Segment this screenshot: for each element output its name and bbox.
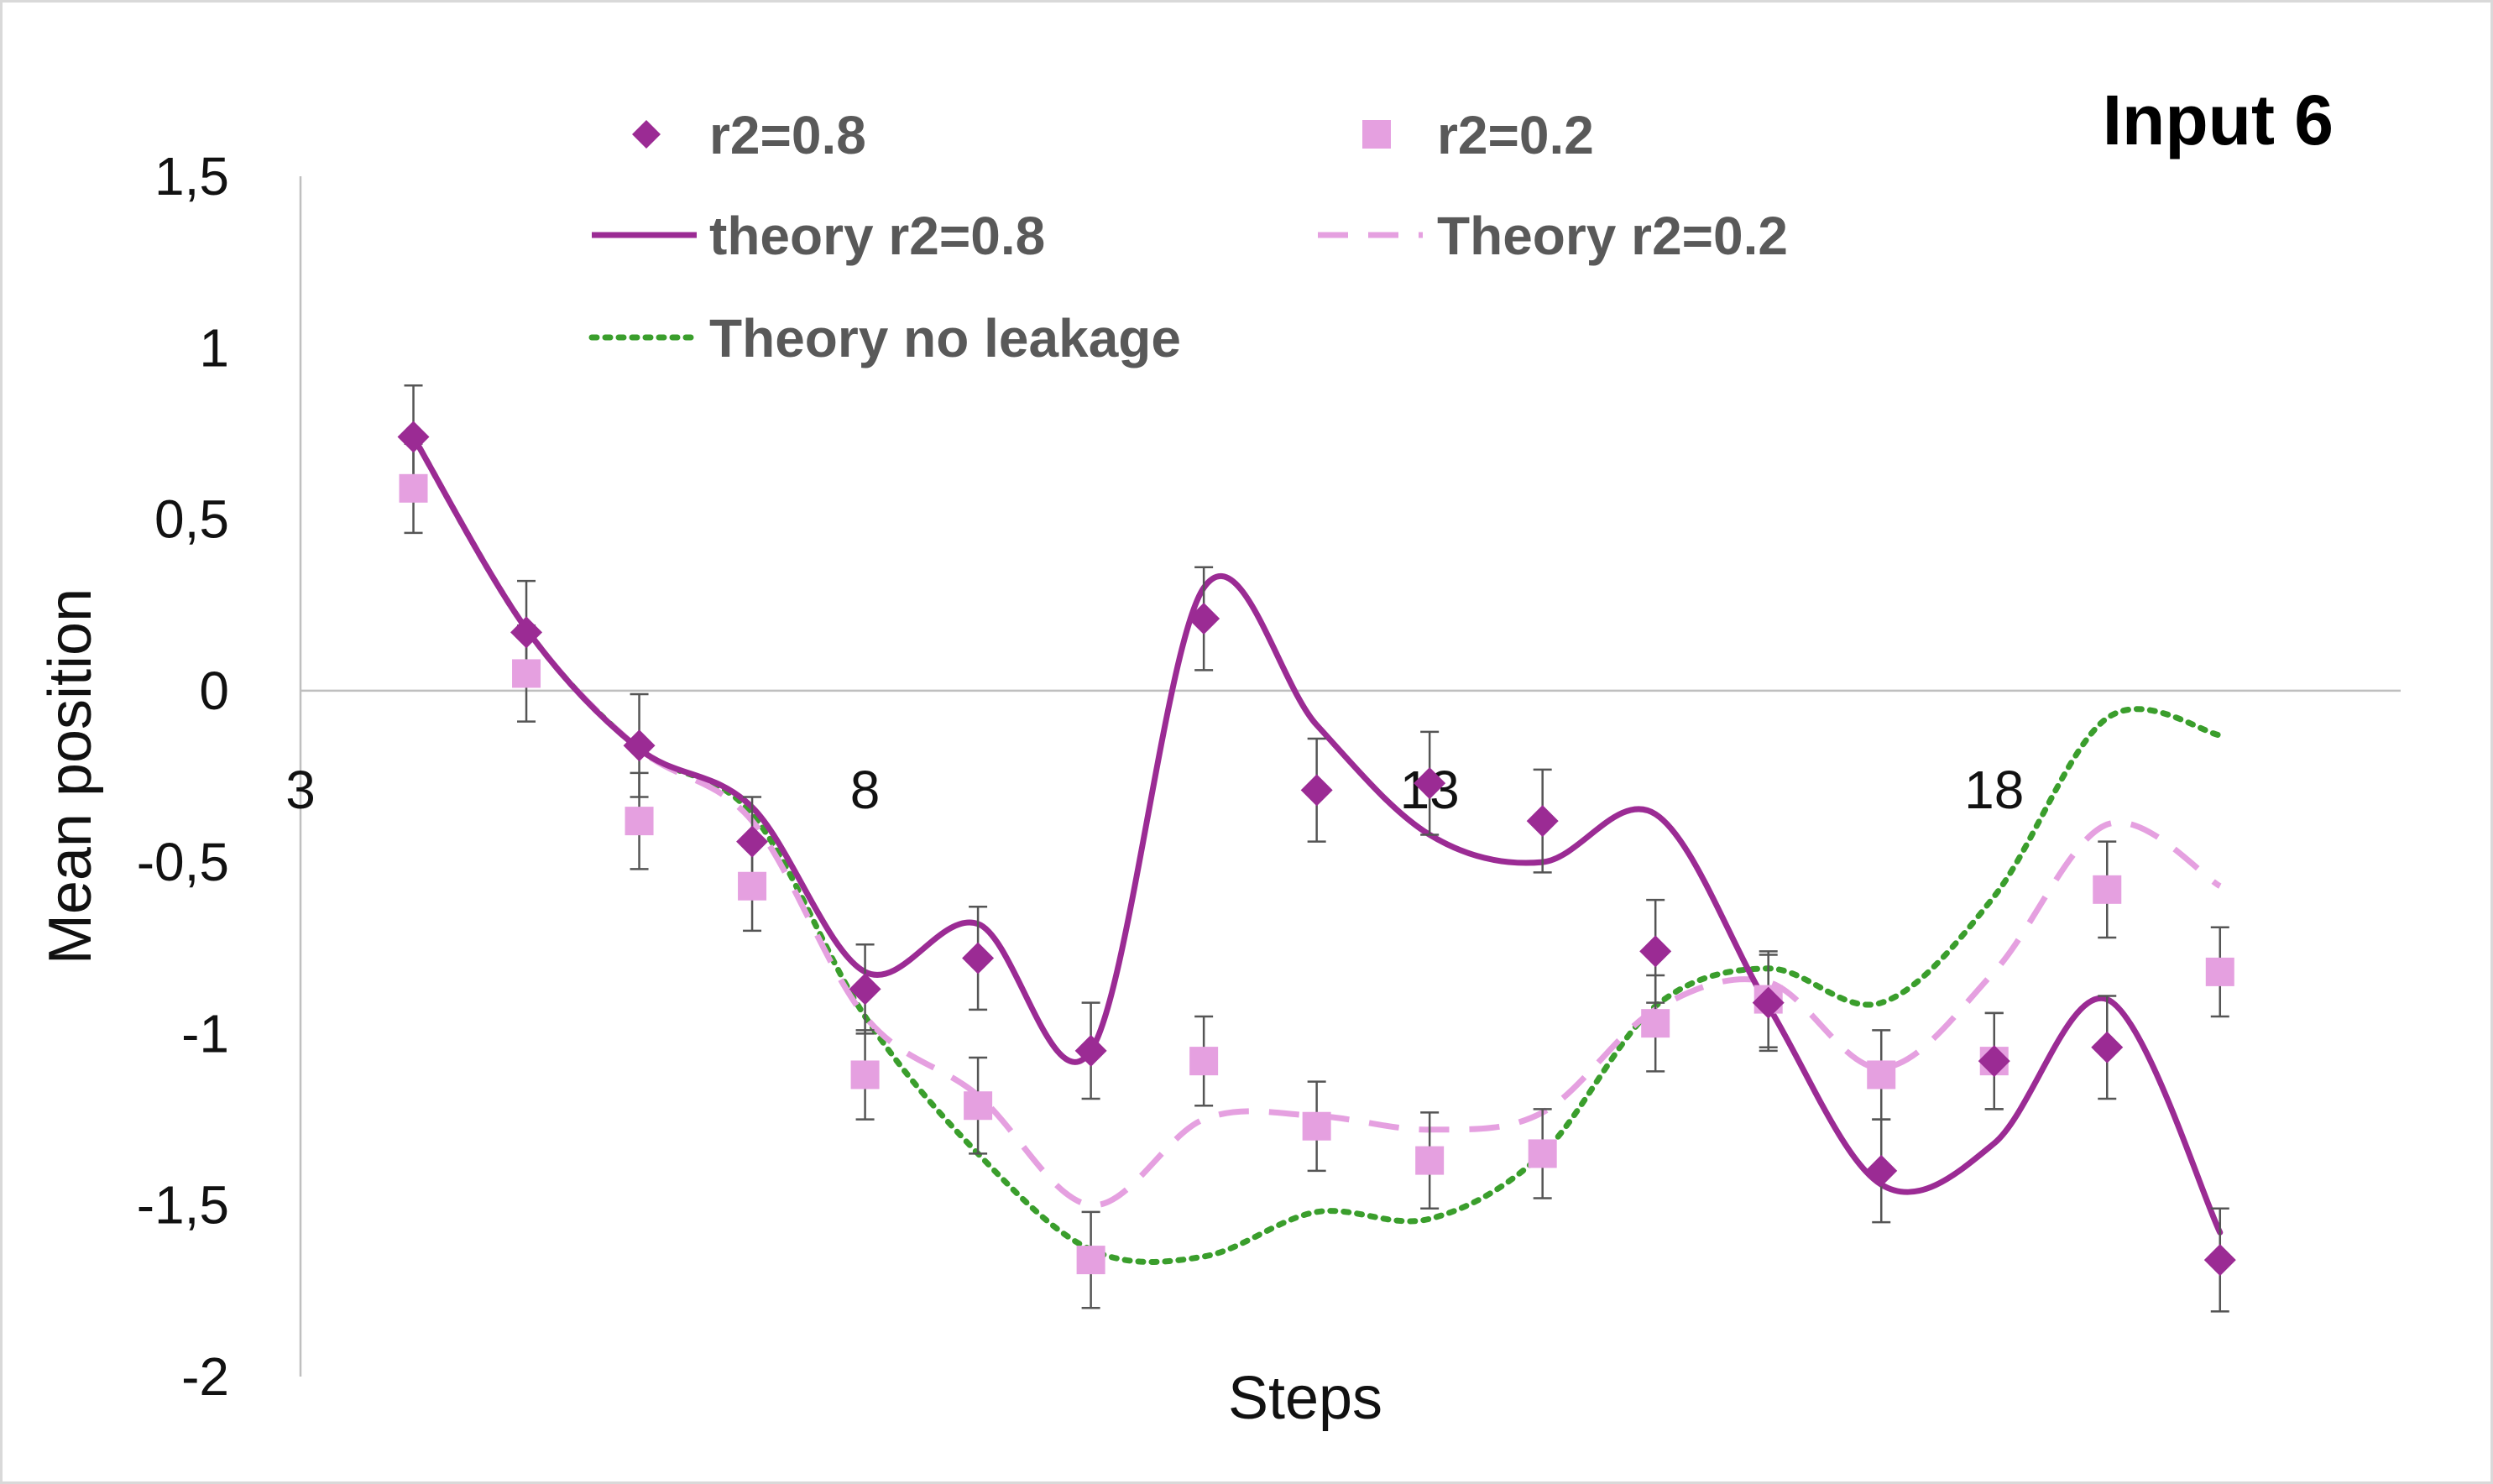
data-point-r2-0-8 (1300, 774, 1333, 807)
series-line-theory-r2-0-2 (410, 435, 2222, 1209)
tick-labels: 1,510,50-0,5-1-1,5-2381318 (137, 146, 2025, 1407)
legend-label: r2=0.2 (1437, 105, 1594, 165)
legend-item-theory-r2-0-2: Theory r2=0.2 (1318, 206, 1788, 266)
data-point-r2-0-8 (1752, 986, 1785, 1019)
data-point-r2-0-8 (1526, 805, 1559, 838)
data-point-r2-0-2 (1867, 1060, 1896, 1089)
data-point-r2-0-2 (625, 807, 654, 836)
x-tick-label: 3 (285, 760, 316, 820)
y-tick-label: -0,5 (137, 832, 229, 892)
legend-label: r2=0.8 (709, 105, 866, 165)
legend-label: Theory r2=0.2 (1437, 206, 1788, 266)
data-point-r2-0-2 (1302, 1111, 1331, 1141)
data-point-r2-0-2 (1415, 1146, 1445, 1175)
series-line-theory-r2-0-8 (410, 434, 2224, 1236)
axes (299, 176, 2401, 1377)
data-point-r2-0-8 (849, 973, 881, 1006)
data-point-r2-0-2 (2093, 875, 2122, 904)
data-point-r2-0-8 (1639, 935, 1672, 968)
data-point-r2-0-2 (850, 1060, 880, 1089)
data-point-r2-0-2 (512, 659, 541, 688)
data-point-r2-0-8 (510, 616, 543, 649)
chart-title: Input 6 (2103, 81, 2334, 159)
y-tick-label: 1 (199, 317, 229, 378)
data-markers (397, 421, 2236, 1277)
legend-symbol (1362, 120, 1391, 149)
x-tick-label: 8 (850, 760, 881, 820)
legend-item-theory-r2-0-8: theory r2=0.8 (592, 206, 1045, 266)
theory-lines (410, 434, 2224, 1265)
legend-item-r2-0-2: r2=0.2 (1362, 105, 1594, 165)
data-point-r2-0-2 (2205, 957, 2234, 986)
data-point-r2-0-2 (1189, 1047, 1219, 1076)
data-point-r2-0-2 (964, 1091, 993, 1121)
data-point-r2-0-2 (399, 473, 428, 503)
data-point-r2-0-8 (2203, 1244, 2236, 1277)
legend-symbol (632, 120, 661, 149)
data-point-r2-0-8 (1414, 767, 1446, 800)
y-axis-title: Mean position (37, 588, 104, 964)
data-point-r2-0-2 (1076, 1246, 1105, 1275)
legend-label: theory r2=0.8 (709, 206, 1045, 266)
y-tick-label: 0,5 (154, 489, 229, 550)
data-point-r2-0-2 (1528, 1139, 1557, 1168)
legend-item-r2-0-8: r2=0.8 (632, 105, 866, 165)
data-point-r2-0-8 (2091, 1031, 2124, 1063)
data-point-r2-0-8 (962, 942, 995, 975)
x-tick-label: 18 (1964, 760, 2024, 820)
x-axis-title: Steps (1228, 1365, 1382, 1432)
data-point-r2-0-8 (623, 729, 656, 762)
data-point-r2-0-8 (1074, 1034, 1107, 1067)
y-tick-label: 0 (199, 661, 229, 721)
data-point-r2-0-8 (1978, 1045, 2010, 1078)
y-tick-label: -1,5 (137, 1175, 229, 1236)
y-tick-label: -2 (181, 1346, 229, 1407)
legend-item-theory-no-leakage: Theory no leakage (588, 308, 1181, 368)
data-point-r2-0-8 (397, 421, 430, 453)
data-point-r2-0-8 (736, 825, 769, 858)
data-point-r2-0-2 (1641, 1009, 1670, 1038)
y-tick-label: 1,5 (154, 146, 229, 206)
data-point-r2-0-8 (1188, 603, 1220, 635)
legend: r2=0.8 r2=0.2 theory r2=0.8 Theory r2=0.2 Th… (588, 105, 1788, 368)
legend-label: Theory no leakage (709, 308, 1181, 368)
y-tick-label: -1 (181, 1003, 229, 1063)
data-point-r2-0-2 (738, 871, 767, 901)
data-point-r2-0-8 (1865, 1154, 1898, 1187)
